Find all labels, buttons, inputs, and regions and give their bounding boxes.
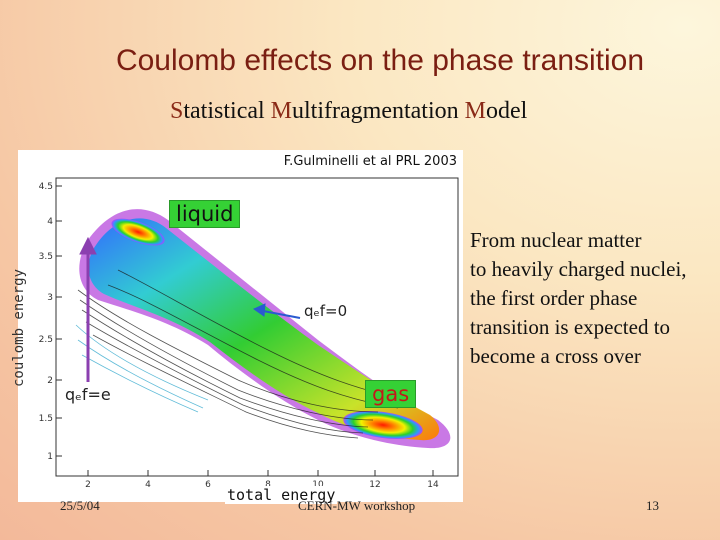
side-text-line: become a cross over xyxy=(470,344,641,368)
footer-workshop: CERN-MW workshop xyxy=(298,498,416,513)
footer-date: 25/5/04 xyxy=(60,498,100,513)
contour-lines xyxy=(77,269,409,439)
y-tick-1: 1 xyxy=(47,452,53,462)
y-tick-3-5: 3.5 xyxy=(39,252,53,262)
subtitle-initial-m2: M xyxy=(464,98,486,124)
qef-e-label: qₑf=e xyxy=(65,385,111,404)
y-tick-2-5: 2.5 xyxy=(39,335,53,345)
x-tick-14: 14 xyxy=(427,480,439,490)
x-tick-8: 8 xyxy=(265,480,271,490)
side-text-line: the first order phase xyxy=(470,286,638,310)
pointer-arrow-icon xyxy=(252,303,301,319)
x-axis-label: total energy xyxy=(225,486,338,504)
gas-peak xyxy=(343,410,423,440)
y-tick-4: 4 xyxy=(47,217,53,227)
y-tick-3: 3 xyxy=(47,293,53,303)
liquid-label: liquid xyxy=(169,200,241,228)
y-tick-1-5: 1.5 xyxy=(39,414,53,424)
main-density-band xyxy=(88,218,440,441)
citation: F.Gulminelli et al PRL 2003 xyxy=(283,154,457,169)
subtitle-word-tatistical: tatistical xyxy=(183,98,271,124)
liquid-peak xyxy=(111,218,165,246)
y-tick-4-5: 4.5 xyxy=(39,182,53,192)
subtitle-initial-m1: M xyxy=(270,98,293,124)
footer-page-number: 13 xyxy=(646,498,659,513)
density-plot: 4.5 4 3.5 3 2.5 2 1.5 1 2 4 6 8 10 12 14 xyxy=(11,150,463,504)
slide-title: Coulomb effects on the phase transition xyxy=(115,44,645,77)
gas-label: gas xyxy=(365,380,417,408)
subtitle-word-ultifragmentation: ultifragmentation xyxy=(292,98,465,124)
side-text-line: transition is expected to xyxy=(470,315,671,339)
charge-arrow-icon xyxy=(79,236,97,382)
x-tick-10: 10 xyxy=(312,480,324,490)
slide-subtitle: Statistical Multifragmentation Model xyxy=(170,98,527,125)
side-text-line: to heavily charged nuclei, xyxy=(470,257,687,281)
side-text-line: From nuclear matter xyxy=(470,228,642,252)
x-tick-12: 12 xyxy=(369,480,380,490)
x-tick-2: 2 xyxy=(85,480,91,490)
x-tick-4: 4 xyxy=(145,480,151,490)
y-tick-2: 2 xyxy=(47,376,53,386)
plot-canvas: 4.5 4 3.5 3 2.5 2 1.5 1 2 4 6 8 10 12 14 xyxy=(39,177,459,490)
subtitle-word-odel: odel xyxy=(485,98,528,124)
qef-zero-label: qₑf=0 xyxy=(304,302,348,320)
subtitle-initial-s: S xyxy=(170,98,184,124)
y-axis-label: coulomb energy xyxy=(11,268,28,388)
axis-ticks xyxy=(56,185,434,476)
side-text: From nuclear matter to heavily charged n… xyxy=(470,226,720,371)
x-tick-6: 6 xyxy=(205,480,211,490)
